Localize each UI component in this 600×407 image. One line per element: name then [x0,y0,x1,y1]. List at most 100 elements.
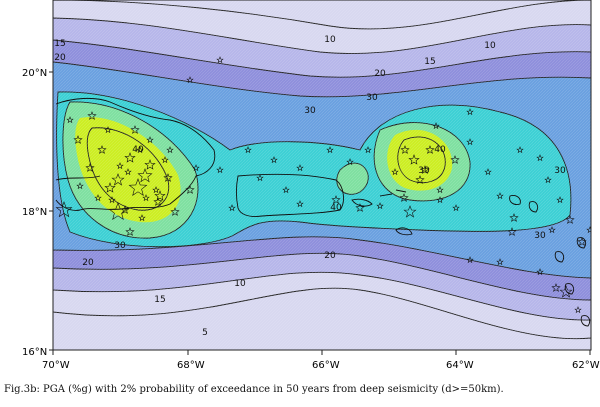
contour-label: 20 [324,251,336,261]
contour-label-text: 20 [374,69,386,79]
earthquake-star [425,145,435,154]
earthquake-star [296,200,304,208]
contour-label: 10 [484,41,496,51]
earthquake-star [146,136,154,144]
lon-axis: 70°W 68°W 66°W 64°W 62°W [42,350,600,371]
vieques [351,198,373,207]
earthquake-star [415,175,425,184]
contour-label-text: 40 [132,145,144,155]
earthquake-star [73,135,83,144]
contour-label-text: 20 [82,258,94,268]
leeward-6 [580,315,591,327]
contour-labels: 5 10 15 20 30 40 40 30 20 10 15 20 30 30 10 15 20 30 40 30 [54,35,566,338]
earthquake-star [76,182,84,190]
contour-label: 30 [534,231,546,241]
earthquake-star [124,168,132,176]
lat-label: 16°N [22,347,47,358]
contour-label-text: 40 [330,203,342,213]
contour-label-text: 30 [554,166,566,176]
contour-label-text: 30 [366,93,378,103]
earthquake-star [556,196,564,204]
earthquake-star [436,186,444,194]
earthquake-star [116,162,124,170]
earthquake-star [85,163,95,172]
earthquake-star [66,116,74,124]
contour-label-text: 15 [54,39,65,49]
earthquake-star [228,204,236,212]
texture-overlay [53,0,591,350]
contour-label-text: 10 [324,35,336,45]
earthquake-star [94,194,102,202]
contour-label-text: 15 [424,57,435,67]
earthquake-star [577,237,587,246]
earthquake-star [161,156,169,164]
contour-label: 40 [330,203,342,213]
earthquake-star [450,155,460,164]
contour-label: 30 [366,93,378,103]
earthquake-star [420,165,430,174]
contour-label-text: 30 [304,106,316,116]
earthquake-star [466,138,474,146]
earthquake-star [124,152,136,163]
earthquake-star [136,146,144,154]
earthquake-star [586,226,591,234]
contour-label: 30 [418,166,430,176]
lon-label: 66°W [312,360,340,371]
earthquake-star [128,178,148,196]
earthquake-star [516,146,524,154]
lat-label: 18°N [22,207,47,218]
contour-label: 10 [324,35,336,45]
earthquake-star [111,173,125,186]
earthquake-star [536,268,544,276]
contour-label-text: 15 [154,295,165,305]
earthquake-star [244,146,252,154]
earthquake-star [331,195,341,204]
earthquake-star [192,164,200,172]
earthquake-star [326,146,334,154]
contour-label: 30 [304,106,316,116]
earthquake-star [496,192,504,200]
earthquake-star [270,156,278,164]
figure-caption: Fig.3b: PGA (%g) with 2% probability of … [4,384,504,395]
contour-label-text: 5 [202,328,208,338]
contour-label: 20 [374,69,386,79]
hispaniola-coast [55,97,216,211]
earthquake-star [296,164,304,172]
earthquake-star [574,306,582,314]
leeward-5 [576,237,587,249]
virgin-islands [379,189,413,236]
earthquake-star [137,168,153,183]
contour-label-text: 20 [324,251,336,261]
earthquake-star [108,202,128,220]
lon-label: 64°W [446,360,474,371]
contour-label-text: 30 [418,166,430,176]
earthquake-star [544,176,552,184]
earthquake-star [466,256,474,264]
contour-label: 40 [434,145,446,155]
earthquake-star [507,227,517,236]
earthquake-star [403,205,417,218]
contour-label: 40 [132,145,144,155]
earthquake-star [408,154,420,165]
contour-label-text: 30 [114,241,126,251]
contour-label: 15 [154,295,165,305]
earthquake-star [216,166,224,174]
earthquake-star [108,196,116,204]
earthquake-star [399,193,409,202]
earthquake-star [565,215,575,224]
earthquake-star [55,201,73,218]
earthquake-star [452,204,460,212]
earthquake-star [509,213,519,222]
earthquake-star [376,202,384,210]
earthquake-star [400,145,410,154]
earthquake-star [551,283,561,292]
earthquake-star [170,207,180,216]
earthquake-star [152,186,160,194]
contour-label: 10 [234,279,246,289]
leeward-2 [528,201,539,213]
earthquake-star [138,214,146,222]
earthquake-star [256,174,264,182]
earthquake-star [432,122,440,130]
